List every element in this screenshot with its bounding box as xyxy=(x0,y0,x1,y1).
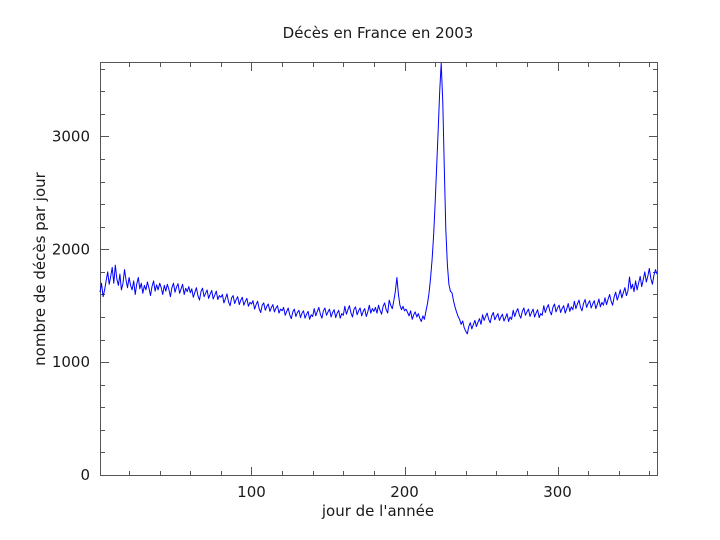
chart-title: Décès en France en 2003 xyxy=(282,24,474,42)
y-tick-label: 3000 xyxy=(52,127,90,145)
x-tick-label: 100 xyxy=(237,483,266,501)
x-tick-label: 300 xyxy=(543,483,572,501)
y-tick-label: 1000 xyxy=(52,353,90,371)
data-line xyxy=(99,62,658,335)
plot-border xyxy=(100,62,658,476)
y-tick-label: 0 xyxy=(80,466,90,484)
x-axis-label: jour de l'année xyxy=(321,502,435,520)
x-tick-label: 200 xyxy=(390,483,419,501)
y-tick-label: 2000 xyxy=(52,240,90,258)
